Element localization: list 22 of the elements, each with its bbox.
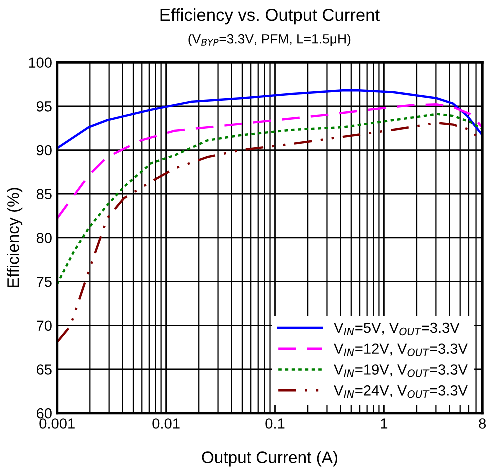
- x-tick-label: 0.1: [266, 418, 285, 429]
- chart-title: Efficiency vs. Output Current: [160, 8, 380, 25]
- legend-label: V$_{IN}$=24V, V$_{OUT}$=3.3V: [334, 386, 468, 398]
- y-tick-label: 75: [37, 277, 52, 288]
- chart-subtitle: (V$_{BYP}$=3.3V, PFM, L=1.5μH): [188, 34, 351, 46]
- x-tick-label: 0.001: [40, 418, 75, 429]
- y-axis-title: Efficiency (%): [7, 188, 23, 288]
- y-tick-label: 90: [36, 145, 52, 156]
- y-tick-label: 60: [37, 408, 52, 419]
- y-tick-label: 65: [37, 364, 52, 375]
- y-tick-label: 70: [37, 320, 52, 332]
- legend-label: V$_{IN}$=5V, V$_{OUT}$=3.3V: [334, 322, 460, 336]
- x-tick-label: 8: [479, 418, 486, 429]
- y-tick-label: 95: [36, 102, 52, 112]
- y-tick-label: 100: [29, 58, 52, 68]
- legend-label: V$_{IN}$=12V, V$_{OUT}$=3.3V: [334, 344, 468, 356]
- y-tick-label: 80: [36, 233, 52, 244]
- legend-label: V$_{IN}$=19V, V$_{OUT}$=3.3V: [334, 364, 468, 378]
- x-tick-label: 1: [381, 418, 388, 429]
- x-axis-title: Output Current (A): [202, 451, 338, 467]
- y-tick-label: 85: [36, 189, 52, 200]
- x-tick-label: 0.01: [152, 418, 180, 429]
